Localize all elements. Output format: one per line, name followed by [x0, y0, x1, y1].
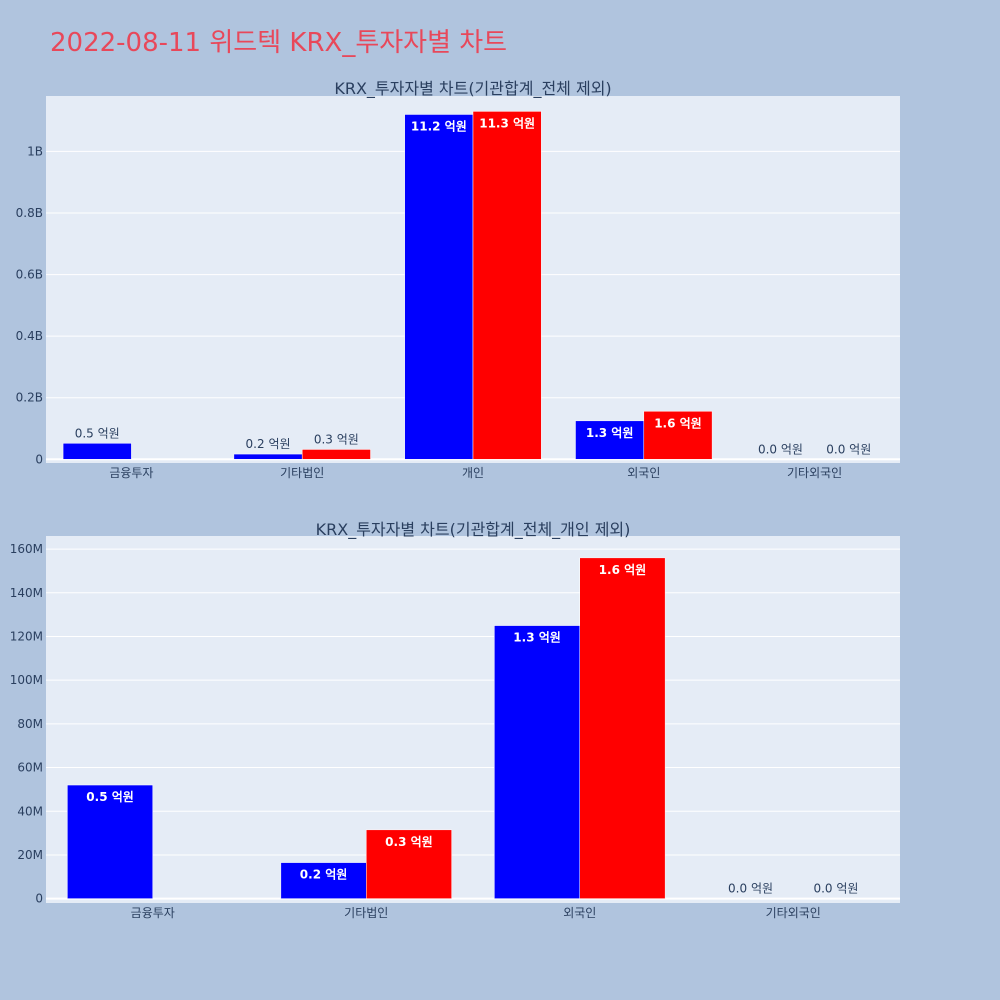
y-tick-label: 160M [10, 542, 43, 556]
bar-series1 [67, 784, 153, 899]
y-tick-label: 1B [27, 144, 43, 158]
y-tick-label: 0.2B [16, 391, 43, 405]
bar-series1 [404, 114, 474, 460]
y-tick-label: 0.6B [16, 268, 43, 282]
bar-series1 [62, 443, 132, 460]
y-tick-label: 0.4B [16, 329, 43, 343]
y-tick-label: 120M [10, 629, 43, 643]
data-label: 0.5 억원 [86, 790, 134, 804]
bar-series1 [575, 420, 645, 460]
data-label: 0.3 억원 [385, 835, 433, 849]
bar-series1 [280, 862, 367, 899]
y-tick-label: 140M [10, 586, 43, 600]
y-tick-label: 80M [17, 717, 43, 731]
bar-series1 [233, 453, 303, 460]
bar-series2 [579, 557, 666, 899]
chart-title: KRX_투자자별 차트(기관합계_전체 제외) [334, 79, 611, 99]
bar-series2 [472, 111, 542, 460]
x-tick-label: 기타법인 [280, 466, 324, 480]
data-label: 0.0 억원 [758, 442, 803, 456]
data-label: 0.5 억원 [75, 426, 120, 440]
plot-area [46, 536, 900, 903]
x-tick-label: 외국인 [563, 906, 596, 920]
x-tick-label: 금융투자 [109, 466, 153, 480]
y-tick-label: 100M [10, 673, 43, 687]
data-label: 1.3 억원 [586, 426, 634, 440]
bar-series2 [301, 449, 371, 460]
data-label: 11.2 억원 [411, 119, 467, 133]
data-label: 0.2 억원 [246, 437, 291, 451]
data-label: 1.3 억원 [513, 631, 561, 645]
bar-series2 [643, 411, 713, 460]
data-label: 0.2 억원 [300, 868, 348, 882]
data-label: 0.0 억원 [728, 882, 773, 896]
page-title: 2022-08-11 위드텍 KRX_투자자별 차트 [50, 28, 508, 58]
chart-2: 0 20M 40M 60M 80M 100M 120M 140M 160M KRX_투자자별 차트… [10, 520, 900, 920]
y-tick-label: 40M [17, 804, 43, 818]
x-tick-label: 금융투자 [131, 906, 175, 920]
bar-series1 [494, 625, 581, 899]
y-tick-label: 0 [35, 452, 43, 466]
data-label: 0.0 억원 [813, 882, 858, 896]
bar-series2 [366, 829, 452, 899]
data-label: 1.6 억원 [599, 563, 647, 577]
chart-title: KRX_투자자별 차트(기관합계_전체_개인 제외) [316, 520, 631, 540]
x-tick-label: 외국인 [627, 466, 660, 480]
data-label: 11.3 억원 [479, 116, 535, 130]
x-tick-label: 기타법인 [344, 906, 388, 920]
y-tick-label: 0 [35, 892, 43, 906]
x-tick-label: 개인 [462, 466, 484, 480]
x-tick-label: 기타외국인 [766, 906, 821, 920]
chart-1: 0 0.2B 0.4B 0.6B 0.8B 1B KRX_투자자별 차트(기관합계_전체 제… [16, 79, 900, 480]
y-tick-label: 20M [17, 848, 43, 862]
data-label: 0.0 억원 [826, 442, 871, 456]
data-label: 0.3 억원 [314, 432, 359, 446]
x-tick-label: 기타외국인 [787, 466, 842, 480]
y-tick-label: 60M [17, 761, 43, 775]
y-tick-label: 0.8B [16, 206, 43, 220]
data-label: 1.6 억원 [654, 416, 702, 430]
